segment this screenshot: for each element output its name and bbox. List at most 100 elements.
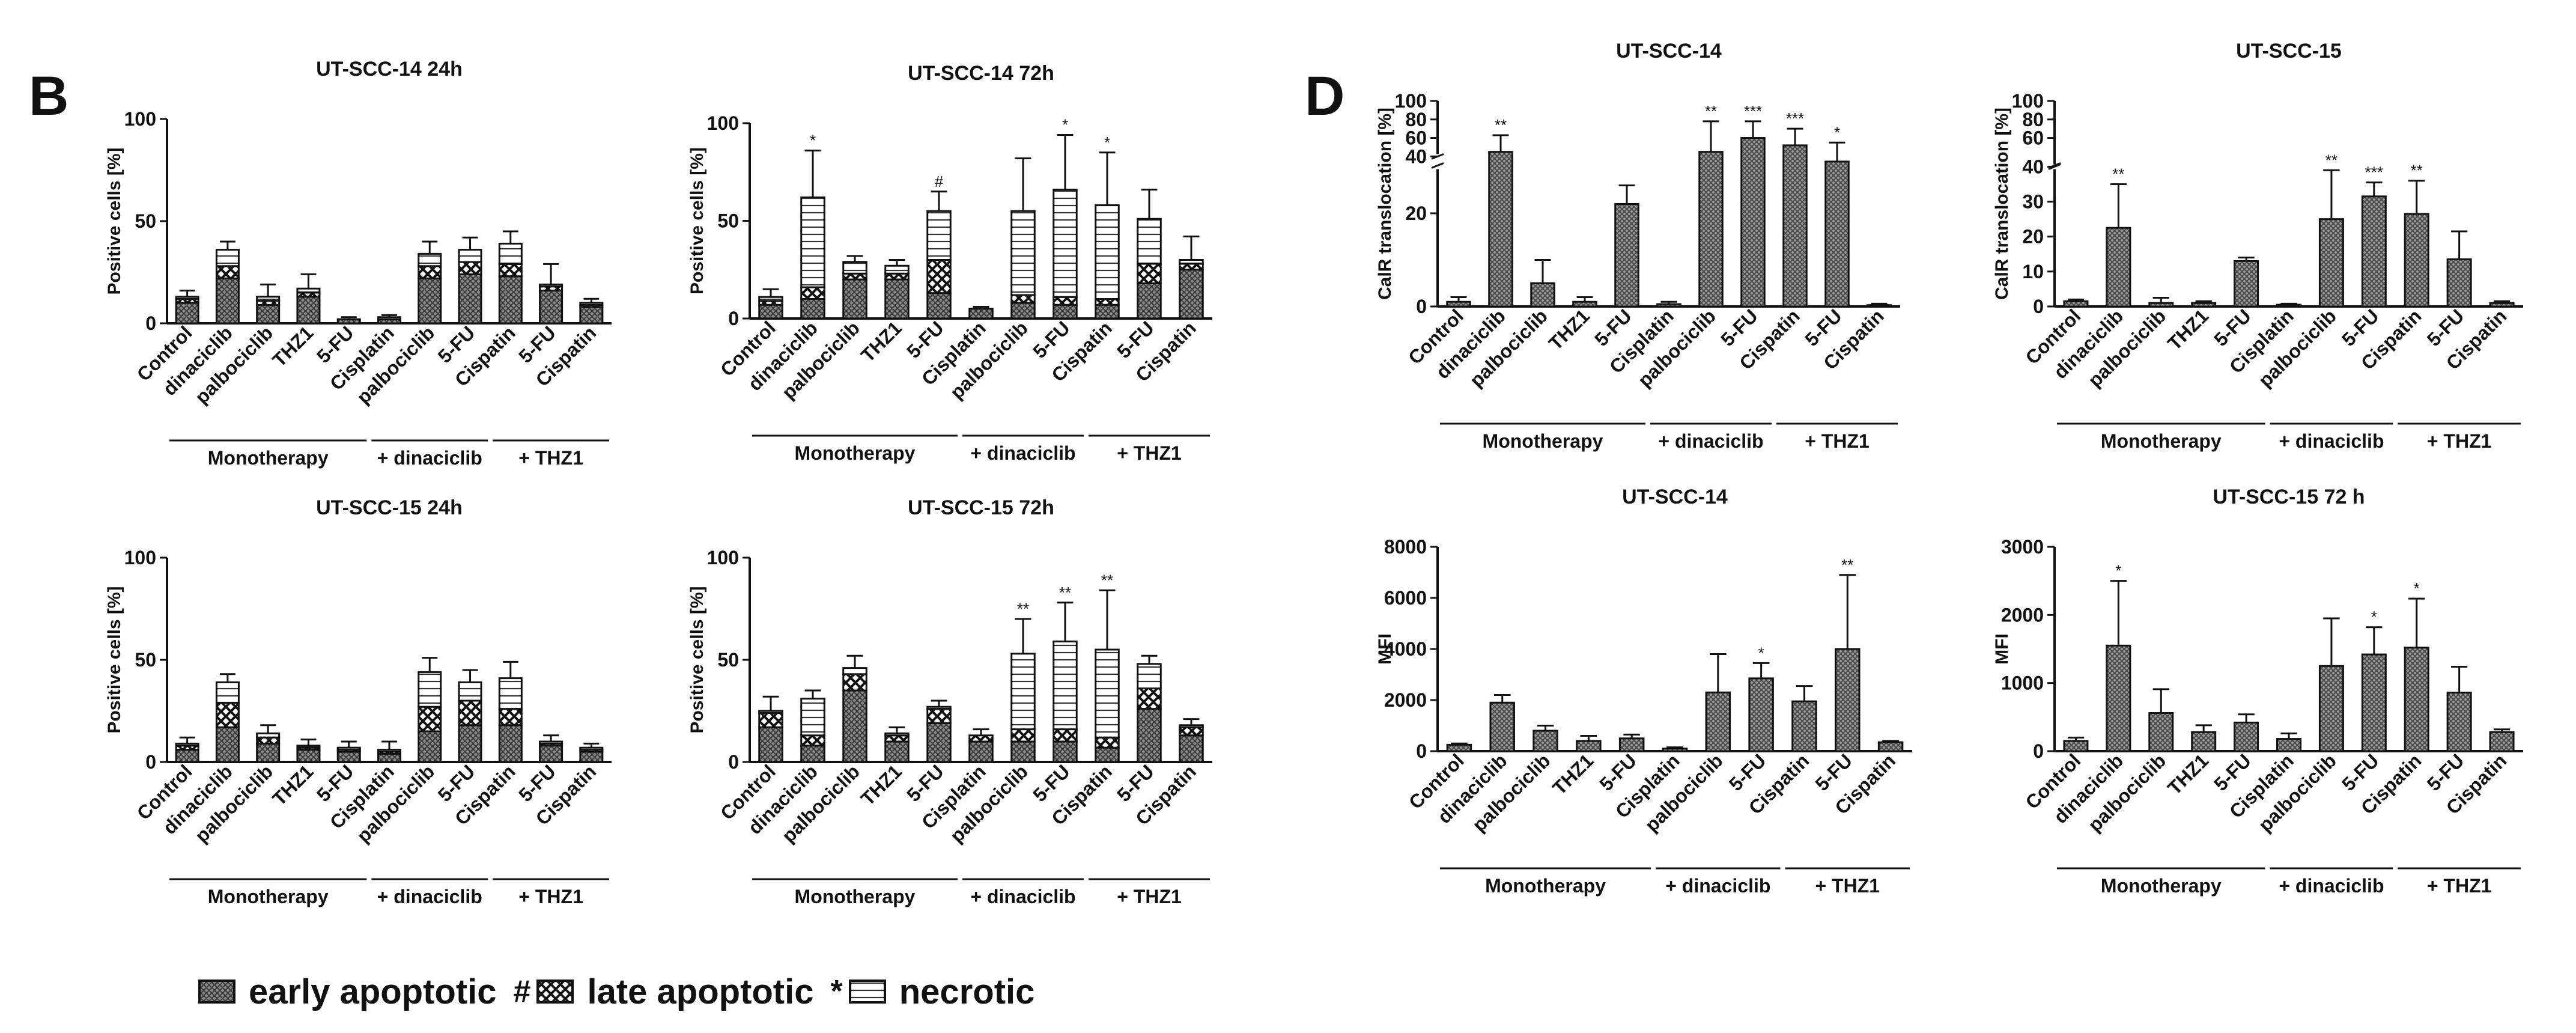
y-tick-label: 8000	[1384, 536, 1427, 558]
chart-title: UT-SCC-14	[1616, 40, 1722, 62]
category-label: THZ1	[268, 321, 317, 371]
significance-mark: ***	[1786, 109, 1804, 127]
y-axis-label: CalR translocation [%]	[1375, 108, 1395, 300]
y-axis-label: CalR translocation [%]	[1992, 108, 2012, 300]
y-tick-label: 50	[717, 649, 739, 671]
bar	[1614, 203, 1639, 308]
y-tick-label: 0	[1416, 296, 1427, 317]
bar-segment	[1095, 746, 1120, 763]
group-label: + dinaciclib	[377, 447, 482, 469]
bar	[2063, 300, 2089, 308]
bar-segment	[296, 745, 321, 749]
significance-mark: *	[1758, 644, 1764, 662]
significance-mark: *	[1062, 116, 1068, 134]
bar	[1698, 151, 1724, 308]
bar	[1530, 282, 1555, 308]
bar-segment	[842, 673, 867, 692]
group-label: + THZ1	[1117, 886, 1182, 907]
bar	[2318, 218, 2344, 308]
bar-segment	[296, 296, 321, 325]
group-label: + THZ1	[1805, 430, 1870, 452]
significance-mark: **	[1841, 556, 1853, 574]
bar-segment	[1010, 728, 1036, 743]
category-label: THZ1	[857, 317, 906, 366]
y-tick-label: 100	[124, 108, 156, 130]
bar	[1824, 160, 1850, 308]
y-tick-label: 40	[1405, 145, 1427, 167]
y-tick-label: 20	[1405, 203, 1427, 224]
bar-segment	[926, 292, 952, 320]
group-label: + dinaciclib	[2279, 430, 2384, 452]
bar-segment	[296, 287, 321, 294]
bar	[1877, 741, 1904, 752]
bar-segment	[758, 726, 783, 763]
bar-segment	[800, 286, 825, 300]
group-label: Monotherapy	[1485, 875, 1606, 897]
legend-item-early: early apoptotic	[198, 972, 508, 1012]
significance-mark: **	[1059, 584, 1071, 602]
y-tick-label: 60	[2022, 127, 2044, 149]
bar-segment	[926, 259, 952, 294]
bar-segment	[1010, 653, 1036, 731]
bar-segment	[1010, 302, 1036, 320]
bar	[2191, 302, 2217, 308]
panel-letter-d: D	[1305, 66, 1345, 127]
bar-segment	[579, 302, 604, 306]
bar-segment	[579, 751, 604, 763]
y-tick-label: 50	[135, 210, 156, 232]
bar-segment	[418, 705, 442, 733]
bar-segment	[1010, 294, 1036, 304]
bar-segment	[539, 283, 564, 288]
bar	[2361, 653, 2387, 752]
bar	[2234, 260, 2259, 308]
bar	[2404, 213, 2429, 308]
bar-segment	[1053, 303, 1078, 320]
y-tick-label: 20	[2022, 226, 2044, 248]
legend: early apoptotic # late apoptotic * necro…	[198, 964, 1045, 1019]
bar-segment	[498, 724, 523, 763]
y-tick-label: 0	[145, 751, 156, 773]
bar	[1576, 740, 1602, 752]
bar	[1572, 300, 1597, 308]
bar-segment	[1179, 726, 1204, 737]
bar-segment	[539, 740, 564, 745]
bar-segment	[758, 296, 783, 302]
bar-segment	[884, 278, 910, 320]
group-label: + THZ1	[1117, 442, 1182, 464]
bar	[1705, 691, 1731, 752]
bar-segment	[1010, 740, 1036, 763]
legend-separator-hash: #	[513, 974, 531, 1009]
bar-segment	[758, 303, 783, 320]
group-label: + THZ1	[518, 447, 583, 469]
bar	[1835, 648, 1861, 752]
bar-segment	[418, 730, 442, 763]
bar	[2148, 302, 2174, 308]
y-tick-label: 0	[1416, 740, 1427, 762]
chart-mfi-ut-scc-15-72h: UT-SCC-15 72 hMFI0100020003000Control*di…	[1992, 486, 2523, 897]
bar-segment	[215, 249, 240, 267]
bar-segment	[884, 732, 910, 737]
bar-segment	[1179, 734, 1204, 763]
bar	[2446, 692, 2472, 752]
bar-segment	[884, 740, 910, 763]
y-tick-label: 0	[2033, 740, 2044, 762]
bar	[2063, 740, 2089, 752]
y-tick-label: 50	[717, 210, 739, 232]
bar-segment	[579, 746, 604, 751]
group-label: + THZ1	[2427, 875, 2492, 897]
legend-separator-star: *	[830, 974, 843, 1009]
significance-mark: **	[2411, 162, 2423, 180]
significance-mark: **	[1495, 116, 1507, 134]
y-axis-label: Positive cells [%]	[687, 147, 707, 294]
bar-segment	[579, 306, 604, 325]
bar	[2148, 712, 2174, 752]
bar-segment	[296, 749, 321, 763]
bar-segment	[1137, 687, 1162, 710]
significance-mark: ***	[1744, 102, 1762, 120]
group-label: Monotherapy	[2101, 430, 2222, 452]
bar-segment	[884, 264, 910, 275]
bar-segment	[418, 265, 442, 279]
bar-segment	[498, 275, 523, 325]
